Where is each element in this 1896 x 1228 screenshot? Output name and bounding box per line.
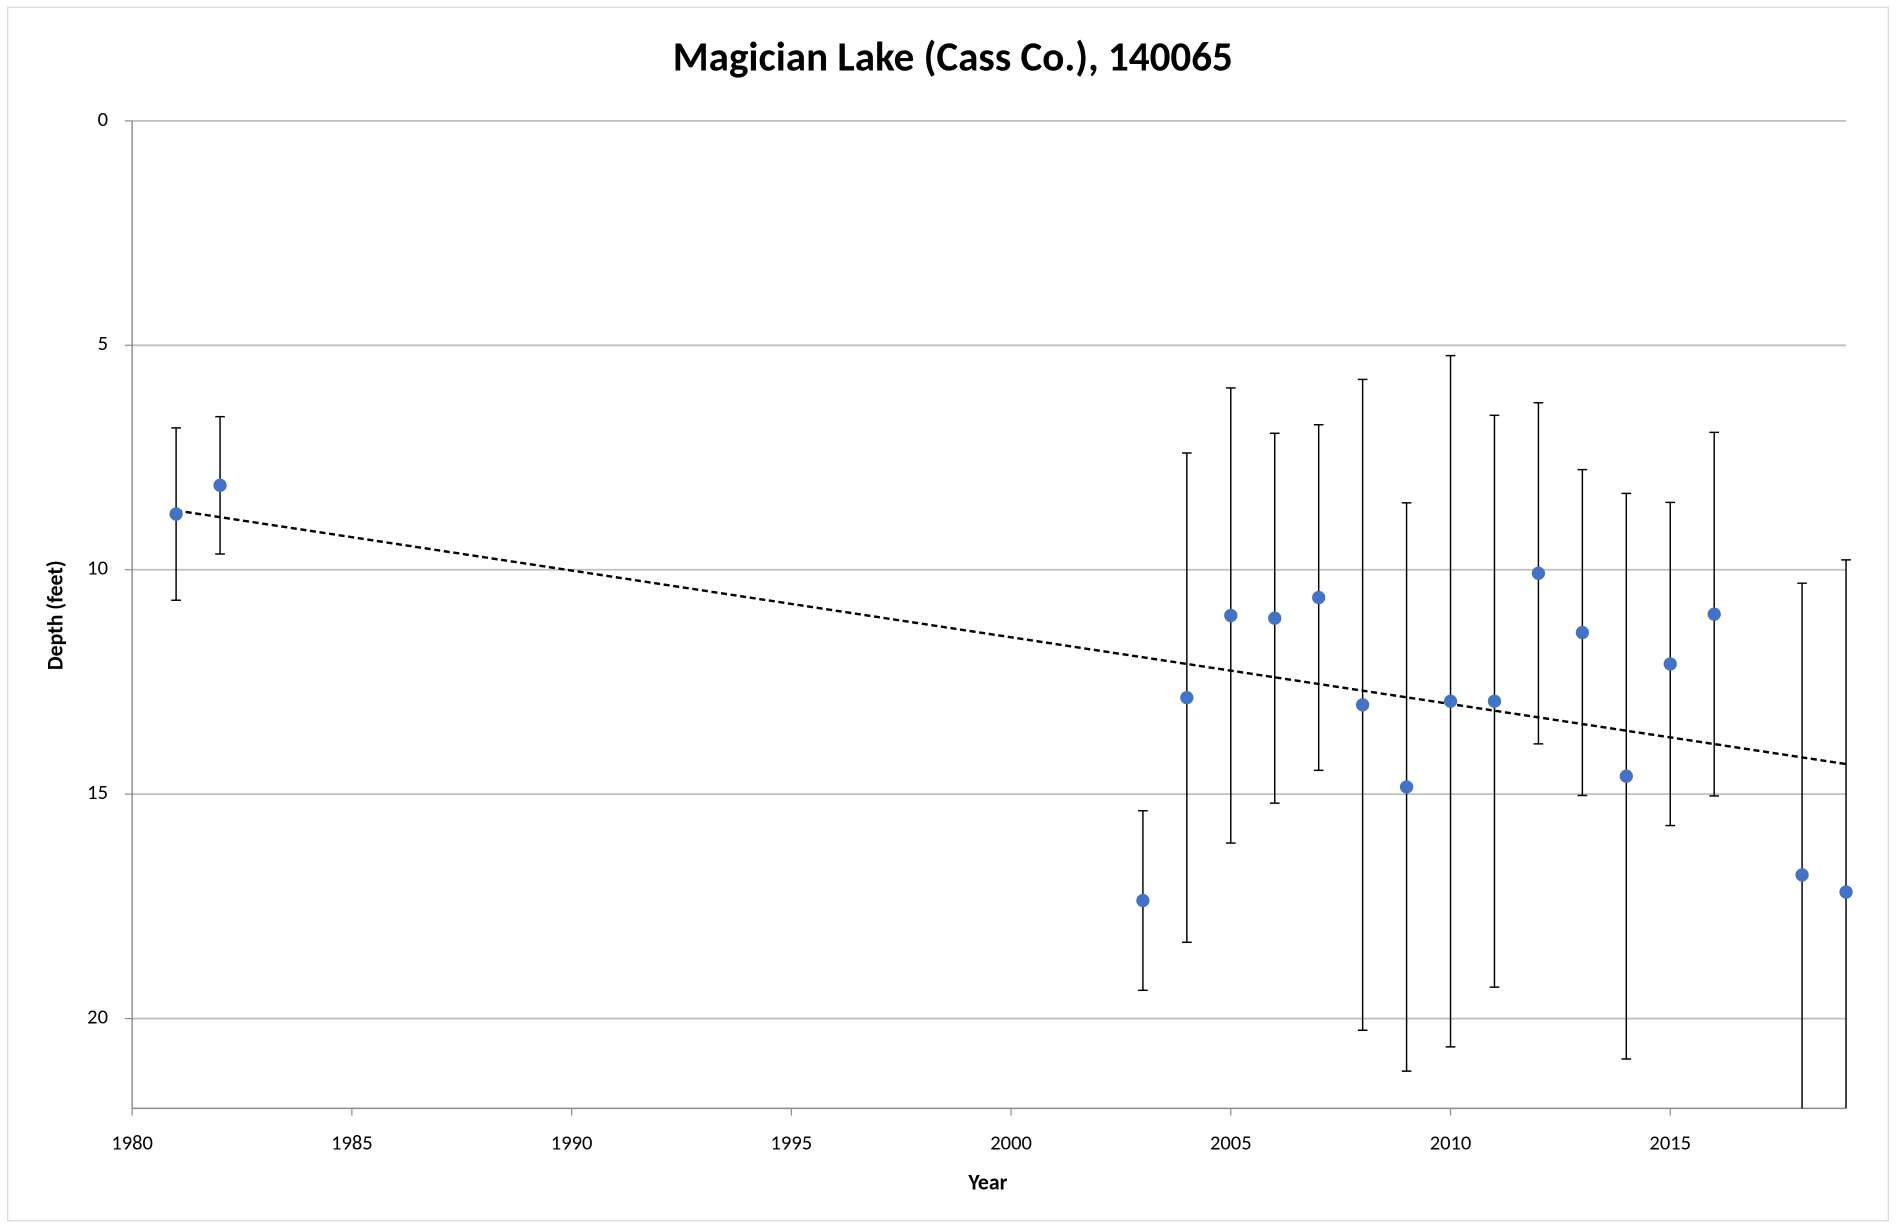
data-point	[1268, 611, 1282, 625]
x-tick-label: 2015	[1649, 1130, 1691, 1156]
chart-title: Magician Lake (Cass Co.), 140065	[673, 32, 1233, 82]
x-tick-label: 2000	[990, 1130, 1032, 1156]
data-point	[1531, 566, 1546, 580]
y-tick-label: 5	[98, 330, 108, 356]
data-point	[1136, 893, 1150, 908]
data-point	[1575, 625, 1590, 640]
data-point	[1180, 690, 1194, 705]
data-point	[1795, 868, 1809, 882]
data-point	[1839, 885, 1853, 899]
x-tick-label: 1985	[331, 1130, 373, 1156]
y-tick-label: 10	[87, 555, 108, 581]
x-tick-label: 2005	[1210, 1130, 1252, 1156]
data-point	[1707, 607, 1721, 621]
data-point	[1224, 608, 1238, 623]
x-axis-label: Year	[967, 1169, 1007, 1196]
y-axis-label: Depth (feet)	[41, 560, 68, 670]
y-tick-label: 15	[87, 779, 108, 805]
data-point	[213, 478, 227, 492]
data-point	[1399, 780, 1414, 794]
chart-border	[7, 6, 1889, 1222]
data-point	[1487, 694, 1502, 708]
x-tick-label: 1980	[111, 1130, 153, 1156]
y-tick-label: 20	[87, 1003, 108, 1029]
data-point	[169, 507, 183, 521]
x-tick-label: 1995	[771, 1130, 813, 1156]
data-point	[1312, 590, 1326, 605]
y-tick-label: 0	[98, 106, 108, 132]
data-point	[1663, 657, 1677, 671]
trendline	[175, 509, 1847, 766]
data-point	[1443, 694, 1458, 708]
data-point	[1619, 769, 1633, 783]
x-tick-label: 2010	[1430, 1130, 1472, 1156]
x-tick-label: 1990	[551, 1130, 593, 1156]
data-point	[1355, 698, 1370, 712]
